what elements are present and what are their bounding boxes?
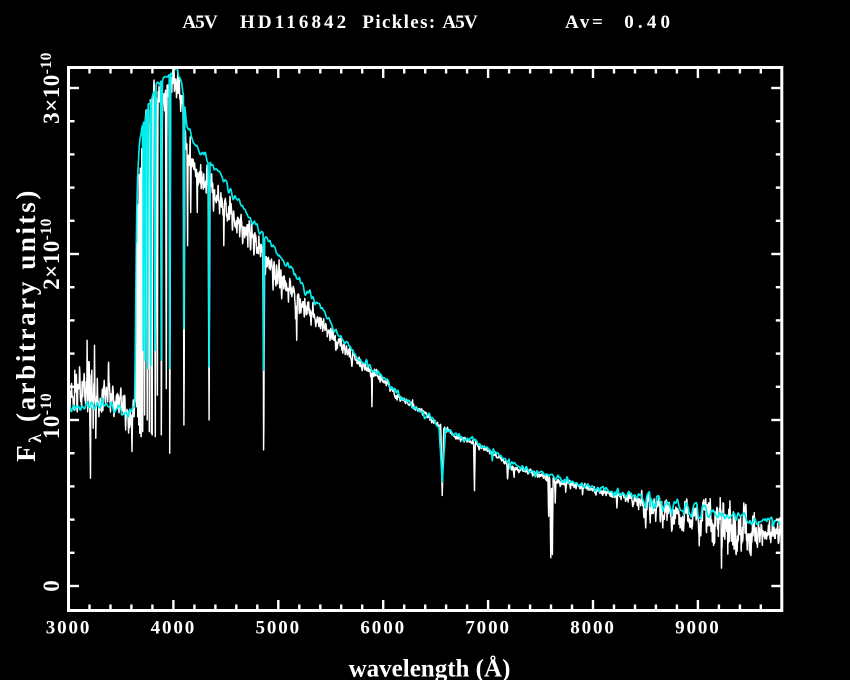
svg-text:6000: 6000 bbox=[360, 618, 406, 639]
svg-text:wavelength (Å): wavelength (Å) bbox=[349, 655, 511, 680]
svg-text:0.40: 0.40 bbox=[624, 12, 674, 33]
svg-text:A5V: A5V bbox=[442, 12, 478, 33]
svg-text:9000: 9000 bbox=[675, 618, 721, 639]
svg-text:2×10-10: 2×10-10 bbox=[38, 218, 64, 290]
svg-text:A5V: A5V bbox=[182, 12, 218, 33]
svg-text:HD116842: HD116842 bbox=[240, 12, 349, 33]
svg-text:10-10: 10-10 bbox=[38, 393, 64, 439]
svg-text:3×10-10: 3×10-10 bbox=[38, 52, 64, 124]
svg-text:Av=: Av= bbox=[565, 12, 605, 33]
svg-text:0: 0 bbox=[39, 580, 64, 592]
svg-text:8000: 8000 bbox=[570, 618, 616, 639]
svg-text:Fλ (arbitrary units): Fλ (arbitrary units) bbox=[11, 188, 45, 462]
svg-text:3000: 3000 bbox=[46, 618, 92, 639]
svg-text:7000: 7000 bbox=[465, 618, 511, 639]
svg-text:Pickles:: Pickles: bbox=[362, 12, 436, 33]
svg-text:4000: 4000 bbox=[151, 618, 197, 639]
svg-text:5000: 5000 bbox=[255, 618, 301, 639]
